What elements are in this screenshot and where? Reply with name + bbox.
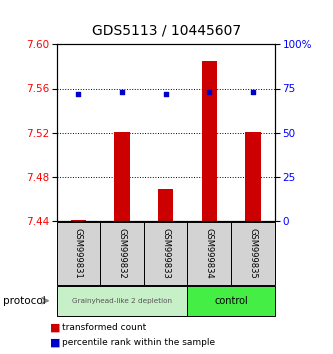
Bar (71, 220, 86, 221)
Text: GSM999835: GSM999835 (248, 228, 257, 279)
Text: control: control (214, 296, 248, 306)
Text: GSM999833: GSM999833 (161, 228, 170, 279)
Bar (231, 222, 275, 285)
Bar (100, 222, 144, 285)
Bar (57, 222, 100, 285)
Text: GSM999834: GSM999834 (205, 228, 214, 279)
Point (250, 89, 256, 95)
Text: percentile rank within the sample: percentile rank within the sample (62, 338, 215, 347)
Bar (187, 286, 275, 316)
Bar (57, 286, 187, 316)
Text: GSM999831: GSM999831 (74, 228, 83, 279)
Bar (158, 189, 173, 221)
Text: protocol: protocol (3, 296, 46, 306)
Point (120, 89, 125, 95)
Bar (245, 132, 260, 221)
Point (206, 89, 212, 95)
Bar (144, 222, 187, 285)
Text: ■: ■ (50, 337, 61, 347)
Text: GDS5113 / 10445607: GDS5113 / 10445607 (92, 23, 241, 37)
Point (163, 91, 168, 97)
Text: Grainyhead-like 2 depletion: Grainyhead-like 2 depletion (72, 298, 172, 304)
Text: GSM999832: GSM999832 (118, 228, 127, 279)
Bar (187, 222, 231, 285)
Bar (115, 132, 130, 221)
Text: transformed count: transformed count (62, 323, 146, 332)
Bar (202, 61, 217, 221)
Text: ■: ■ (50, 322, 61, 332)
Point (76, 91, 81, 97)
